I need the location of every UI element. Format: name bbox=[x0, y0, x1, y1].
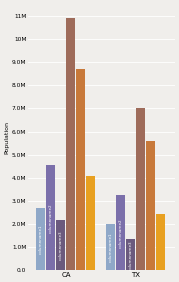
Bar bbox=[156, 214, 165, 270]
Bar bbox=[66, 18, 76, 270]
Bar bbox=[36, 208, 45, 270]
Bar bbox=[126, 239, 135, 270]
Text: columnname3: columnname3 bbox=[129, 240, 132, 270]
Bar bbox=[86, 175, 95, 270]
Bar bbox=[136, 108, 145, 270]
Text: columnname1: columnname1 bbox=[108, 233, 112, 262]
Bar bbox=[56, 219, 66, 270]
Y-axis label: Population: Population bbox=[4, 121, 9, 154]
Text: columnname2: columnname2 bbox=[118, 218, 122, 248]
Text: columnname1: columnname1 bbox=[39, 224, 43, 254]
Text: columnname3: columnname3 bbox=[59, 230, 63, 260]
Bar bbox=[146, 141, 155, 270]
Bar bbox=[76, 69, 85, 270]
Bar bbox=[46, 165, 55, 270]
Bar bbox=[106, 224, 115, 270]
Text: columnname2: columnname2 bbox=[49, 203, 53, 233]
Bar bbox=[116, 195, 125, 270]
